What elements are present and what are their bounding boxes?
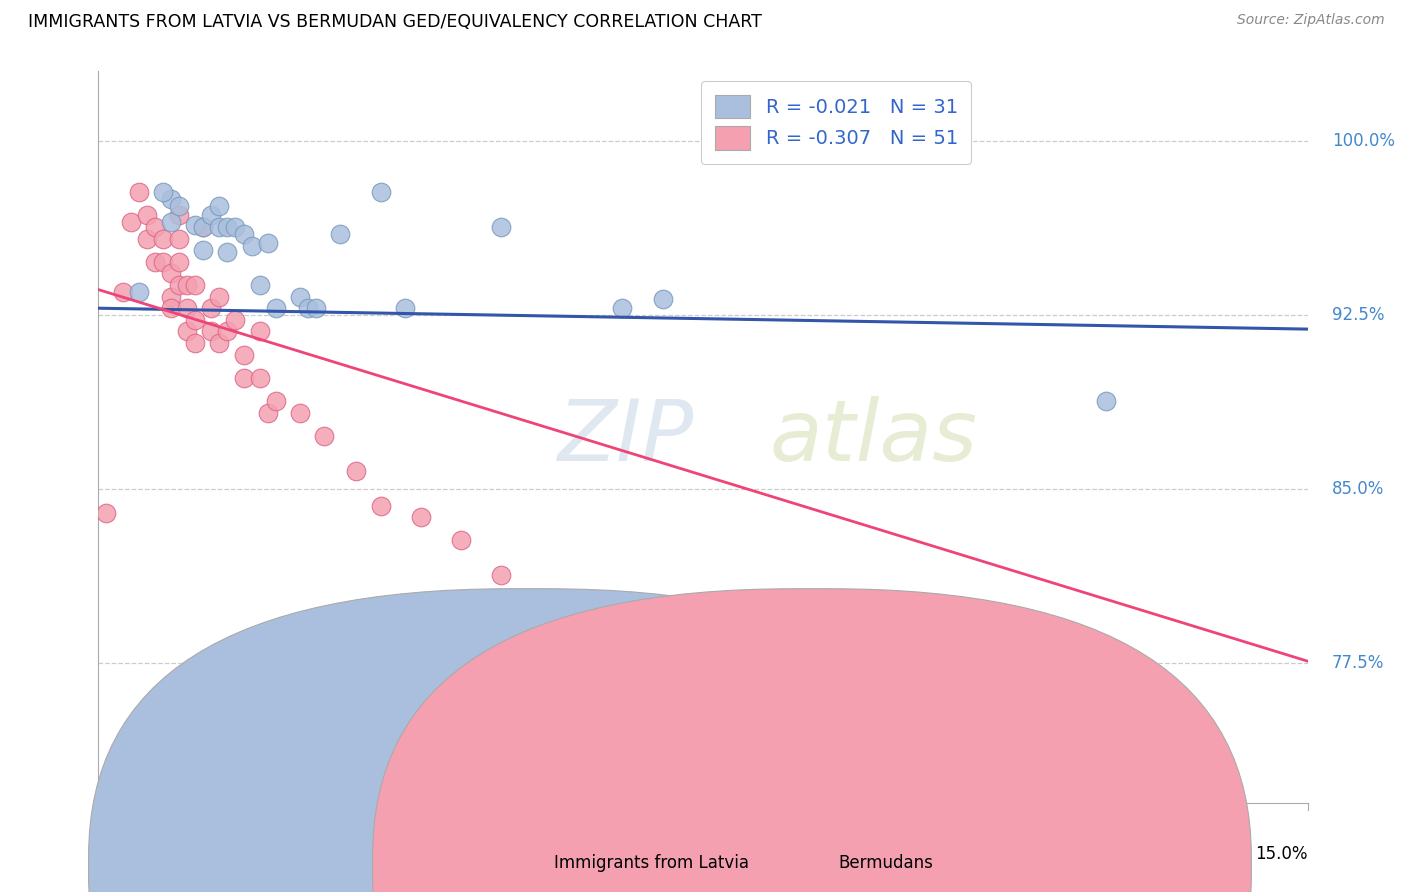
Text: 77.5%: 77.5% xyxy=(1331,655,1384,673)
Text: 15.0%: 15.0% xyxy=(1256,845,1308,863)
Point xyxy=(208,290,231,304)
Point xyxy=(450,533,472,548)
Point xyxy=(506,633,529,648)
Point xyxy=(256,406,278,420)
Point xyxy=(651,292,673,306)
Text: Source: ZipAtlas.com: Source: ZipAtlas.com xyxy=(1237,13,1385,28)
Point xyxy=(297,301,319,316)
Point xyxy=(370,499,392,513)
Point xyxy=(232,348,254,362)
Point xyxy=(305,301,328,316)
Point xyxy=(167,199,190,213)
Point xyxy=(184,218,207,232)
Point xyxy=(224,219,246,234)
Point xyxy=(160,301,183,316)
Point xyxy=(264,301,287,316)
Text: ZIP: ZIP xyxy=(558,395,695,479)
Point xyxy=(264,394,287,409)
Point xyxy=(200,208,222,222)
Point xyxy=(135,231,157,245)
Point xyxy=(370,185,392,199)
Point xyxy=(612,789,634,803)
Point xyxy=(217,219,239,234)
Point xyxy=(491,219,513,234)
Point xyxy=(128,285,150,299)
Point xyxy=(1054,777,1077,791)
Point xyxy=(176,301,198,316)
Point xyxy=(491,568,513,582)
Point xyxy=(160,266,183,280)
Point xyxy=(612,301,634,316)
Point xyxy=(692,749,714,764)
Point xyxy=(232,371,254,385)
Point xyxy=(256,236,278,251)
Point xyxy=(288,406,311,420)
Point xyxy=(530,633,553,648)
Point xyxy=(152,254,174,268)
Point xyxy=(314,429,336,443)
Point xyxy=(208,336,231,351)
Point xyxy=(288,290,311,304)
Point xyxy=(733,761,755,775)
Legend: R = -0.021   N = 31, R = -0.307   N = 51: R = -0.021 N = 31, R = -0.307 N = 51 xyxy=(702,81,972,163)
Point xyxy=(193,243,215,257)
Point xyxy=(249,277,271,292)
Point xyxy=(167,231,190,245)
Text: IMMIGRANTS FROM LATVIA VS BERMUDAN GED/EQUIVALENCY CORRELATION CHART: IMMIGRANTS FROM LATVIA VS BERMUDAN GED/E… xyxy=(28,13,762,31)
Text: atlas: atlas xyxy=(769,395,977,479)
Point xyxy=(184,336,207,351)
Point xyxy=(571,765,593,780)
Point xyxy=(184,277,207,292)
Point xyxy=(217,325,239,339)
Point xyxy=(128,185,150,199)
Text: Bermudans: Bermudans xyxy=(838,855,932,872)
Point xyxy=(344,464,367,478)
Point xyxy=(1095,394,1118,409)
Point xyxy=(111,285,134,299)
Point xyxy=(394,301,416,316)
Point xyxy=(143,219,166,234)
Point xyxy=(249,371,271,385)
Point xyxy=(193,219,215,234)
Point xyxy=(135,208,157,222)
Point xyxy=(143,254,166,268)
Point xyxy=(200,301,222,316)
Point xyxy=(167,254,190,268)
Text: 92.5%: 92.5% xyxy=(1331,306,1385,324)
Point xyxy=(167,208,190,222)
Point xyxy=(160,192,183,206)
Point xyxy=(176,277,198,292)
Point xyxy=(160,215,183,229)
Point xyxy=(893,761,915,775)
Text: 100.0%: 100.0% xyxy=(1331,132,1395,150)
Point xyxy=(651,800,673,814)
Point xyxy=(409,510,432,524)
Text: 0.0%: 0.0% xyxy=(98,845,141,863)
Point xyxy=(160,290,183,304)
Point xyxy=(232,227,254,241)
Point xyxy=(208,219,231,234)
Point xyxy=(249,325,271,339)
Point xyxy=(167,277,190,292)
Point xyxy=(224,313,246,327)
Text: 85.0%: 85.0% xyxy=(1331,480,1384,499)
Point xyxy=(217,245,239,260)
Point xyxy=(208,199,231,213)
Point xyxy=(152,185,174,199)
Point xyxy=(184,313,207,327)
Point xyxy=(1135,796,1157,810)
Text: Immigrants from Latvia: Immigrants from Latvia xyxy=(554,855,749,872)
Point xyxy=(193,219,215,234)
Point xyxy=(120,215,142,229)
Point xyxy=(176,325,198,339)
Point xyxy=(200,325,222,339)
Point xyxy=(152,231,174,245)
Point xyxy=(240,238,263,252)
Point xyxy=(96,506,118,520)
Point xyxy=(329,227,352,241)
